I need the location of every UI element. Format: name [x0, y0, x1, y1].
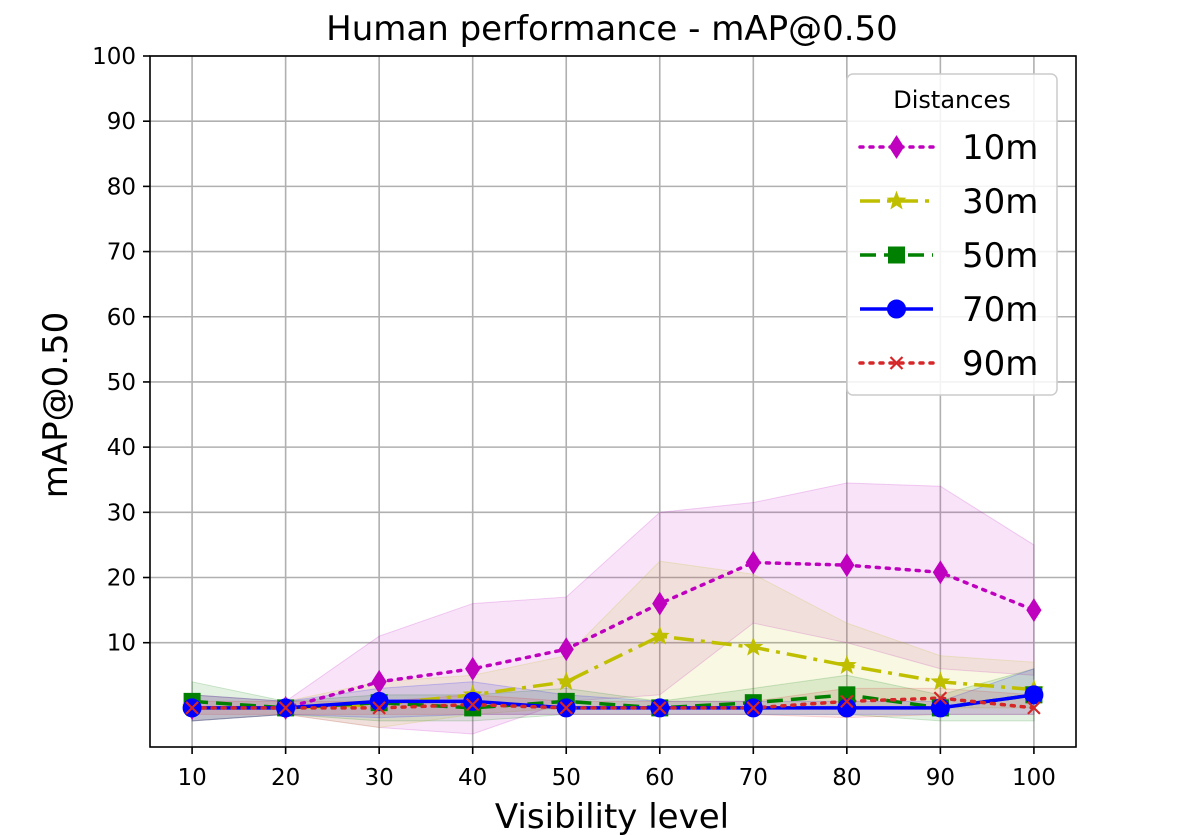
legend-label-90m: 90m	[962, 344, 1038, 384]
y-tick-label: 90	[107, 109, 136, 135]
point-70m	[369, 691, 389, 711]
point-90m	[465, 697, 480, 712]
y-tick-label: 10	[107, 631, 136, 657]
x-tick-label: 30	[365, 765, 394, 791]
series-line-30m	[192, 634, 1035, 710]
point-90m	[1027, 701, 1041, 715]
point-90m	[278, 701, 293, 715]
x-tick-label: 60	[645, 765, 674, 791]
grid	[150, 55, 1076, 747]
point-10m	[932, 560, 948, 585]
confidence-bands	[191, 482, 1035, 735]
point-90m	[652, 701, 667, 715]
series-line-10m	[190, 560, 1036, 710]
y-axis-label: mAP@0.50	[36, 312, 76, 499]
legend-marker-30m	[886, 190, 907, 210]
point-70m	[463, 691, 483, 711]
point-10m	[745, 550, 761, 575]
x-axis-label: Visibility level	[495, 797, 729, 835]
point-10m	[839, 553, 855, 578]
legend-title: Distances	[893, 86, 1010, 114]
point-30m	[836, 655, 857, 674]
chart-title: Human performance - mAP@0.50	[326, 9, 898, 49]
point-10m	[558, 637, 574, 662]
point-90m	[746, 701, 761, 715]
y-tick-label: 50	[107, 370, 136, 396]
point-90m	[559, 701, 574, 715]
series-lines	[190, 560, 1036, 710]
x-tick-label: 40	[458, 765, 487, 791]
point-30m	[649, 625, 670, 645]
point-70m	[1024, 685, 1044, 705]
plot-frame	[149, 55, 1077, 748]
y-tick-label: 100	[92, 44, 136, 70]
point-10m	[652, 591, 668, 616]
x-tick-label: 80	[832, 765, 861, 791]
point-70m	[837, 698, 857, 718]
y-tick-label: 40	[107, 435, 136, 461]
point-30m	[930, 671, 951, 691]
y-tick-label: 20	[107, 566, 136, 592]
series-line-90m	[190, 696, 1036, 710]
x-tick-label: 90	[926, 765, 955, 791]
legend-label-30m: 30m	[962, 182, 1038, 222]
legend-marker-50m	[888, 246, 905, 264]
point-10m	[1026, 598, 1042, 623]
y-tick-label: 30	[107, 500, 136, 526]
x-tick-label: 50	[552, 765, 581, 791]
y-tick-label: 80	[107, 174, 136, 200]
point-10m	[465, 656, 481, 681]
y-tick-label: 60	[107, 305, 136, 331]
point-90m	[185, 701, 199, 715]
point-30m	[556, 671, 577, 691]
legend-marker-90m	[889, 356, 904, 370]
point-90m	[933, 691, 948, 705]
legend-label-10m: 10m	[962, 128, 1038, 168]
band-10m	[191, 482, 1035, 735]
x-tick-label: 70	[739, 765, 768, 791]
legend: Distances 10m 30m 50m 70m 90m	[846, 73, 1058, 396]
legend-marker-70m	[887, 299, 906, 319]
point-90m	[372, 701, 386, 715]
legend-marker-10m	[888, 135, 905, 159]
point-30m	[743, 636, 764, 656]
legend-label-50m: 50m	[962, 236, 1038, 276]
series-markers	[182, 550, 1044, 720]
x-tick-label: 100	[1012, 765, 1056, 791]
x-tick-label: 20	[271, 765, 300, 791]
point-70m	[930, 698, 950, 718]
legend-entries: 10m 30m 50m 70m 90m	[858, 128, 1038, 384]
y-tick-label: 70	[107, 240, 136, 266]
point-90m	[840, 694, 854, 709]
x-tick-label: 10	[177, 765, 206, 791]
axis-ticks: 10 20 30 40 50 60 70 80 90 100 10 20 30 40 50 60 70 80 90 1…	[92, 44, 1056, 791]
legend-label-70m: 70m	[962, 290, 1038, 330]
